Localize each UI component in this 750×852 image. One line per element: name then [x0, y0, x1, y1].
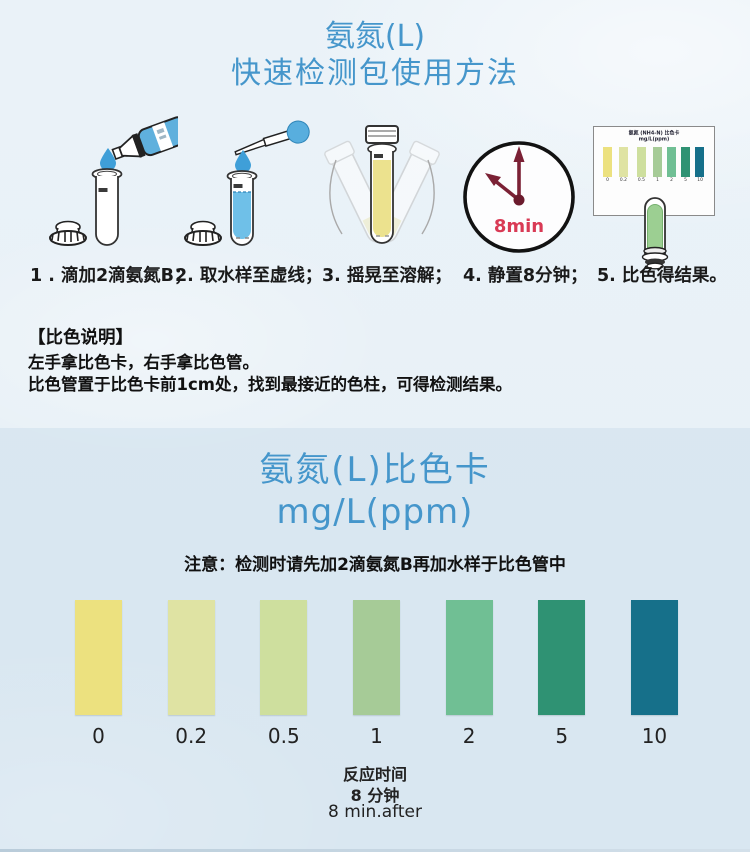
swatch-color	[260, 600, 308, 715]
swatch-cell: 10	[630, 600, 678, 750]
swatch-value: 0.5	[267, 724, 300, 748]
step5-caption: 5. 比色得结果。	[597, 266, 727, 286]
swatch-value: 1	[370, 724, 383, 748]
color-card-title: 氨氮(L)比色卡	[259, 450, 491, 490]
mini-card-title-line2: mg/L(ppm)	[638, 136, 670, 142]
swatch-color	[352, 600, 400, 715]
page-title-line1: 氨氮(L)	[324, 19, 426, 54]
swatch-value: 10	[641, 724, 668, 748]
colorimetric-instructions-line2: 比色管置于比色卡前1cm处，找到最接近的色柱，可得检测结果。	[28, 375, 512, 394]
swatch-value: 10	[696, 177, 703, 182]
swatch-value: 0	[92, 724, 105, 748]
swatch-cell: 1	[352, 600, 400, 750]
clock-8min-label: 8min	[494, 216, 544, 237]
swatch-cell: 2	[445, 600, 493, 750]
step1-caption: 1 . 滴加2滴氨氮B；	[30, 266, 192, 286]
swatch-color	[445, 600, 493, 715]
swatch-color	[167, 600, 215, 715]
swatch-color	[652, 147, 662, 177]
photo-bottom-edge	[0, 849, 750, 852]
swatch-value: 5	[683, 177, 687, 182]
swatch-row: 0 0.2 0.5 1 2 5 10	[75, 600, 678, 750]
color-card-note: 注意：检测时请先加2滴氨氮B再加水样于比色管中	[184, 555, 566, 575]
swatch-cell: 5	[680, 147, 690, 186]
swatch-color	[619, 147, 629, 177]
swatch-cell: 0.5	[260, 600, 308, 750]
swatch-color	[630, 600, 678, 715]
swatch-cell: 0	[75, 600, 122, 750]
swatch-cell: 0.5	[635, 147, 648, 186]
swatch-color	[538, 600, 586, 715]
swatch-cell: 0	[603, 147, 613, 186]
swatch-color	[680, 147, 690, 177]
swatch-cell: 10	[695, 147, 705, 186]
swatch-value: 0	[606, 177, 610, 182]
swatch-cell: 2	[666, 147, 676, 186]
color-card-subtitle: mg/L(ppm)	[276, 492, 474, 532]
swatch-color	[695, 147, 705, 177]
step2-illustration-pipette-icon	[184, 120, 310, 246]
swatch-cell: 1	[652, 147, 662, 186]
swatch-cell: 5	[538, 600, 586, 750]
step2-caption: 2. 取水样至虚线；	[175, 266, 323, 286]
swatch-value: 2	[462, 724, 476, 748]
swatch-value: 0.2	[620, 177, 628, 182]
step4-illustration-clock-icon: 8min	[463, 141, 575, 253]
colorimetric-instructions-header: 【比色说明】	[28, 328, 133, 348]
swatch-value: 5	[555, 724, 569, 748]
swatch-value: 0.5	[637, 177, 645, 182]
swatch-color	[603, 147, 613, 177]
step3-caption: 3. 摇晃至溶解；	[322, 266, 452, 286]
step1-illustration-dropper-bottle-icon	[49, 116, 178, 246]
swatch-color	[75, 600, 122, 715]
reaction-time-minutes-cn: 8 分钟	[350, 786, 400, 805]
step3-illustration-shaking-tube-icon	[324, 125, 440, 244]
step4-caption: 4. 静置8分钟；	[463, 266, 588, 286]
step5-result-tube-icon	[641, 197, 669, 270]
colorimetric-instructions-line1: 左手拿比色卡，右手拿比色管。	[28, 353, 259, 372]
mini-card-title-line1: 氨氮 (NH4-N) 比色卡	[628, 130, 680, 136]
reaction-time-label-cn: 反应时间	[342, 765, 407, 784]
swatch-cell: 0.2	[617, 147, 630, 186]
swatch-value: 2	[669, 177, 673, 182]
mini-card-swatches: 0 0.2 0.5 1 2 5 10	[594, 147, 714, 186]
swatch-value: 0.2	[175, 724, 208, 748]
swatch-color	[666, 147, 676, 177]
reaction-time-minutes-en: 8 min.after	[328, 802, 422, 822]
swatch-value: 1	[655, 177, 659, 182]
page-title-line2: 快速检测包使用方法	[231, 56, 519, 91]
swatch-cell: 0.2	[167, 600, 215, 750]
swatch-color	[636, 147, 646, 177]
